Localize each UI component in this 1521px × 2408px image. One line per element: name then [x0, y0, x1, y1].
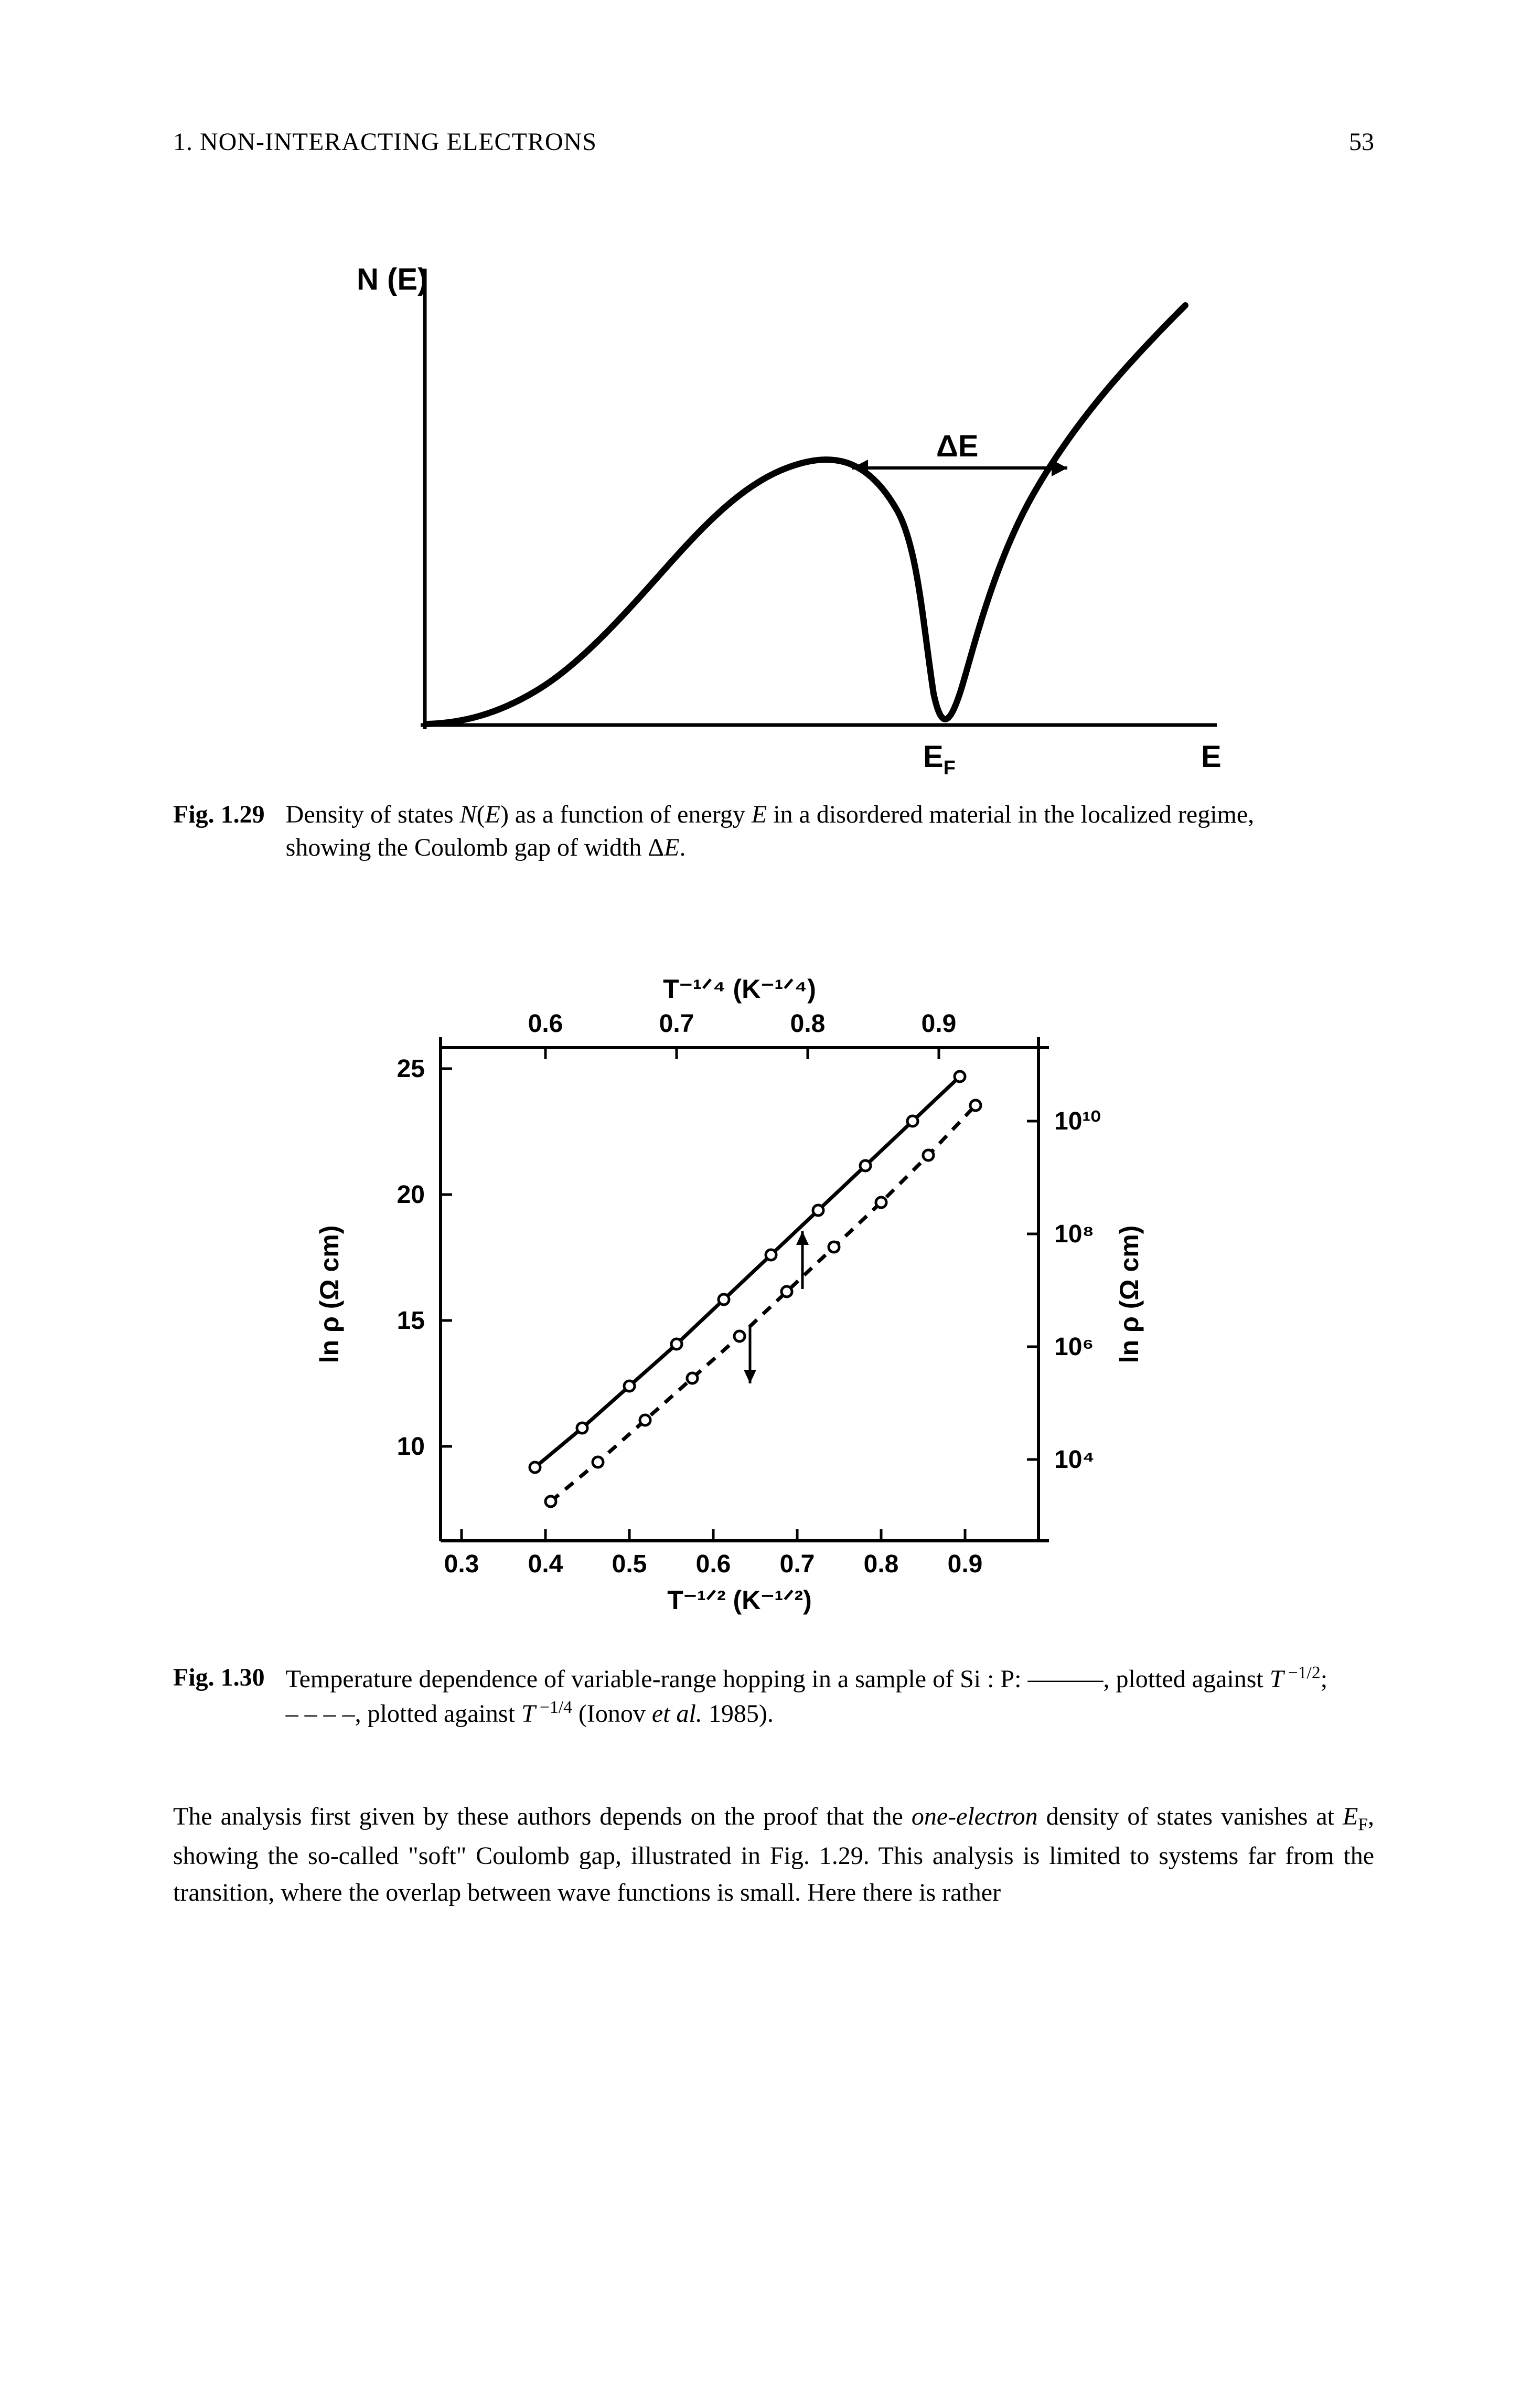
svg-text:ln ρ (Ω cm): ln ρ (Ω cm) [1115, 1226, 1144, 1363]
svg-text:0.6: 0.6 [696, 1550, 731, 1578]
svg-text:0.4: 0.4 [528, 1550, 563, 1578]
svg-text:25: 25 [397, 1055, 425, 1083]
svg-text:T⁻¹ᐟ² (K⁻¹ᐟ²): T⁻¹ᐟ² (K⁻¹ᐟ²) [667, 1585, 812, 1615]
svg-text:10⁴: 10⁴ [1054, 1446, 1095, 1474]
chapter-title: 1. NON-INTERACTING ELECTRONS [173, 126, 597, 158]
svg-text:0.8: 0.8 [790, 1010, 826, 1038]
svg-text:10: 10 [397, 1433, 425, 1461]
svg-text:0.9: 0.9 [948, 1550, 983, 1578]
page-header: 1. NON-INTERACTING ELECTRONS 53 [173, 126, 1374, 158]
svg-text:0.7: 0.7 [659, 1010, 694, 1038]
figure-1-30-caption: Fig. 1.30 Temperature dependence of vari… [173, 1661, 1374, 1730]
svg-text:10⁶: 10⁶ [1054, 1333, 1094, 1361]
figure-1-30-caption-text: Temperature dependence of variable-range… [286, 1661, 1343, 1730]
figure-1-29-svg: N (E) E EF ΔE [288, 200, 1259, 777]
page-number: 53 [1349, 126, 1374, 158]
figure-1-29-label: Fig. 1.29 [173, 798, 265, 864]
svg-text:0.8: 0.8 [864, 1550, 899, 1578]
svg-text:15: 15 [397, 1307, 425, 1335]
svg-text:E: E [1201, 740, 1222, 774]
svg-text:10⁸: 10⁸ [1054, 1220, 1094, 1248]
svg-text:T⁻¹ᐟ⁴ (K⁻¹ᐟ⁴): T⁻¹ᐟ⁴ (K⁻¹ᐟ⁴) [663, 974, 816, 1004]
figure-1-29: N (E) E EF ΔE [173, 200, 1374, 777]
svg-text:10¹⁰: 10¹⁰ [1054, 1107, 1101, 1135]
figure-1-30-label: Fig. 1.30 [173, 1661, 265, 1730]
body-paragraph: The analysis first given by these author… [173, 1798, 1374, 1911]
svg-text:ΔE: ΔE [936, 429, 978, 463]
svg-text:0.9: 0.9 [922, 1010, 957, 1038]
svg-text:N (E): N (E) [357, 262, 427, 296]
figure-1-30: 25 20 15 10 10¹⁰ 10⁸ 10⁶ 10⁴ 0.3 0.4 0.5 0.6 0.7 0.8 0… [288, 932, 1374, 1640]
figure-1-29-caption: Fig. 1.29 Density of states N(E) as a fu… [173, 798, 1374, 864]
svg-text:EF: EF [923, 740, 956, 777]
svg-text:0.6: 0.6 [528, 1010, 563, 1038]
svg-text:0.5: 0.5 [612, 1550, 647, 1578]
svg-text:ln ρ (Ω cm): ln ρ (Ω cm) [315, 1226, 344, 1363]
svg-text:20: 20 [397, 1181, 425, 1209]
svg-text:0.7: 0.7 [780, 1550, 815, 1578]
figure-1-30-svg: 25 20 15 10 10¹⁰ 10⁸ 10⁶ 10⁴ 0.3 0.4 0.5 0.6 0.7 0.8 0… [288, 932, 1154, 1640]
svg-text:0.3: 0.3 [444, 1550, 479, 1578]
figure-1-29-caption-text: Density of states N(E) as a function of … [286, 798, 1343, 864]
